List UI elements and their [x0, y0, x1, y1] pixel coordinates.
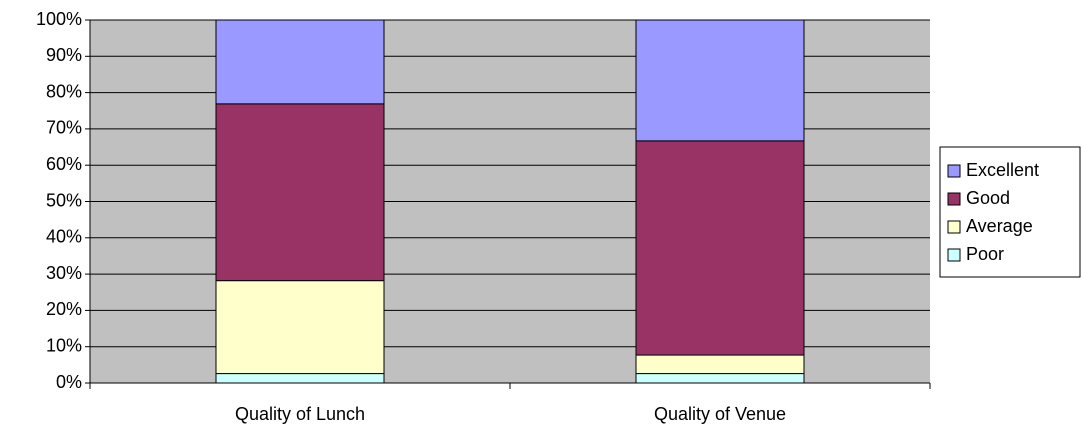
bar-segment [215, 19, 385, 105]
legend-swatch [947, 192, 961, 206]
y-tick-label: 80% [46, 81, 82, 101]
legend-label: Poor [966, 244, 1004, 264]
bar-segment [635, 19, 805, 142]
x-tick-label: Quality of Lunch [235, 404, 365, 424]
y-tick-label: 50% [46, 190, 82, 210]
y-tick-label: 30% [46, 263, 82, 283]
bar-segment [635, 373, 805, 384]
bar-segment [635, 354, 805, 375]
x-tick-label: Quality of Venue [654, 404, 786, 424]
legend-swatch [947, 220, 961, 234]
legend-swatch [947, 248, 961, 262]
y-tick-label: 10% [46, 335, 82, 355]
y-tick-label: 0% [56, 372, 82, 392]
y-tick-label: 90% [46, 45, 82, 65]
bar-segment [215, 373, 385, 384]
bar-segment [215, 280, 385, 375]
bar-segment [635, 140, 805, 356]
y-tick-label: 70% [46, 118, 82, 138]
bar-segment [215, 103, 385, 282]
legend-box [939, 146, 1081, 278]
legend-label: Excellent [966, 160, 1039, 180]
legend-swatch [947, 164, 961, 178]
legend-label: Good [966, 188, 1010, 208]
y-tick-label: 20% [46, 299, 82, 319]
y-tick-label: 100% [36, 9, 82, 29]
y-tick-label: 60% [46, 154, 82, 174]
y-tick-label: 40% [46, 227, 82, 247]
legend-label: Average [966, 216, 1033, 236]
